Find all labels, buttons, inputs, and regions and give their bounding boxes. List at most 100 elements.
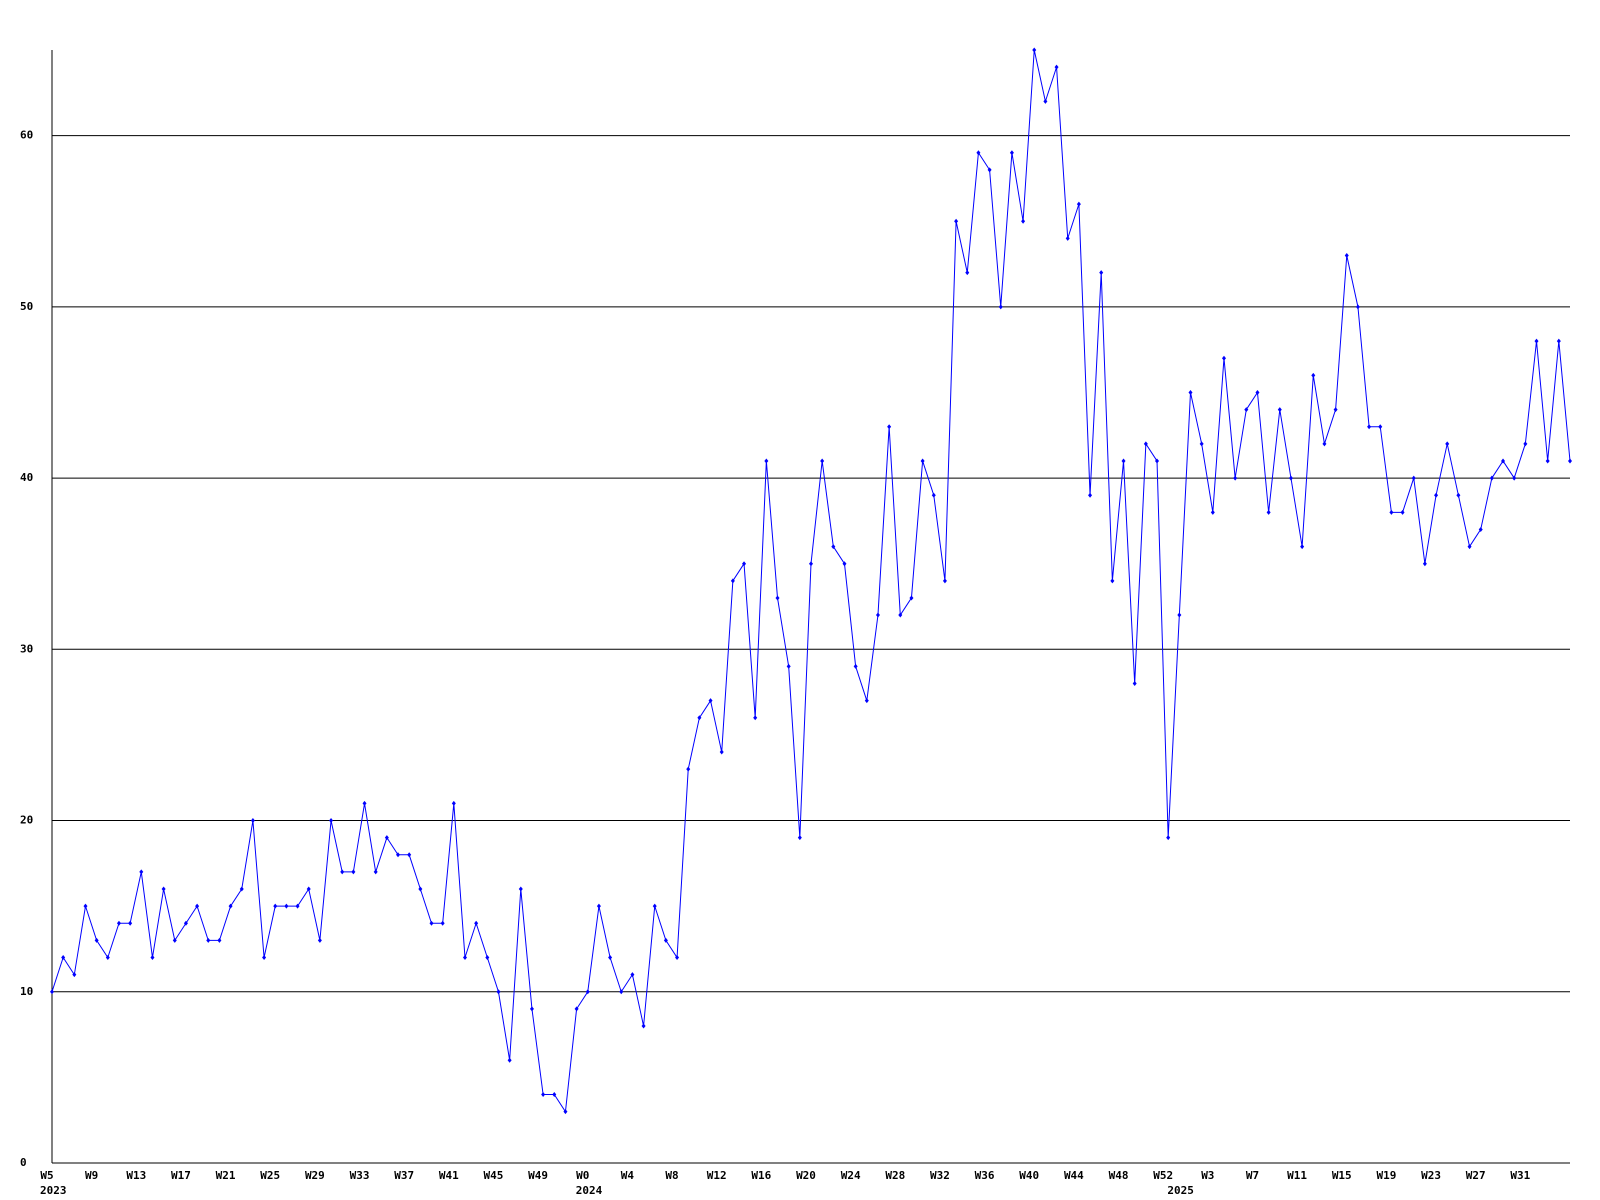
data-point xyxy=(1210,509,1215,515)
data-point xyxy=(1545,458,1550,464)
x-tick-label: W52 xyxy=(1153,1169,1173,1182)
x-tick-label: W23 xyxy=(1421,1169,1441,1182)
data-point xyxy=(1009,150,1014,156)
data-point xyxy=(1456,492,1461,498)
data-point xyxy=(384,835,389,841)
data-point xyxy=(1489,475,1494,481)
data-point xyxy=(1300,544,1305,550)
y-tick-label: 30 xyxy=(20,642,33,655)
data-point xyxy=(1288,475,1293,481)
data-point xyxy=(485,955,490,961)
data-point xyxy=(1177,612,1182,618)
data-point xyxy=(195,903,200,909)
x-tick-label: W32 xyxy=(930,1169,950,1182)
data-point xyxy=(719,749,724,755)
data-point xyxy=(250,818,255,824)
data-point xyxy=(161,886,166,892)
data-point xyxy=(128,920,133,926)
data-point xyxy=(920,458,925,464)
data-point xyxy=(1266,509,1271,515)
data-point xyxy=(552,1092,557,1098)
data-point xyxy=(462,955,467,961)
data-point xyxy=(329,818,334,824)
series-line xyxy=(51,49,1571,1114)
data-point xyxy=(1088,492,1093,498)
x-tick-label: W20 xyxy=(796,1169,816,1182)
data-point xyxy=(451,800,456,806)
data-point xyxy=(1021,218,1026,224)
data-point xyxy=(753,715,758,721)
data-point xyxy=(998,304,1003,310)
data-point xyxy=(574,1006,579,1012)
x-tick-label: W28 xyxy=(885,1169,905,1182)
x-tick-label: W17 xyxy=(171,1169,191,1182)
data-point xyxy=(351,869,356,875)
y-tick-label: 60 xyxy=(20,129,33,142)
data-point xyxy=(1143,441,1148,447)
data-point xyxy=(1155,458,1160,464)
data-point xyxy=(373,869,378,875)
data-point xyxy=(1244,407,1249,413)
x-tick-label: W8 xyxy=(665,1169,678,1182)
x-tick-label: W5 xyxy=(40,1169,53,1182)
data-point xyxy=(362,800,367,806)
data-point xyxy=(842,561,847,567)
data-point xyxy=(1233,475,1238,481)
data-point xyxy=(1166,835,1171,841)
data-point xyxy=(742,561,747,567)
data-point xyxy=(686,766,691,772)
data-point xyxy=(83,903,88,909)
data-point xyxy=(641,1023,646,1029)
x-tick-label: W37 xyxy=(394,1169,414,1182)
x-tick-label: W9 xyxy=(85,1169,98,1182)
data-point xyxy=(1434,492,1439,498)
data-point xyxy=(1378,424,1383,430)
data-point xyxy=(262,955,267,961)
data-point xyxy=(496,989,501,995)
data-point xyxy=(853,663,858,669)
x-tick-label: W4 xyxy=(621,1169,635,1182)
data-point xyxy=(1467,544,1472,550)
data-point xyxy=(608,955,613,961)
data-point xyxy=(987,167,992,173)
data-point xyxy=(909,595,914,601)
data-point xyxy=(1445,441,1450,447)
data-point xyxy=(429,920,434,926)
data-point xyxy=(1199,441,1204,447)
data-point xyxy=(976,150,981,156)
data-point xyxy=(820,458,825,464)
data-point xyxy=(764,458,769,464)
x-tick-label: W21 xyxy=(216,1169,236,1182)
x-tick-label: W25 xyxy=(260,1169,280,1182)
y-tick-label: 0 xyxy=(20,1156,27,1169)
data-point xyxy=(61,955,66,961)
data-point xyxy=(652,903,657,909)
data-point xyxy=(1512,475,1517,481)
data-point xyxy=(831,544,836,550)
data-point xyxy=(1501,458,1506,464)
data-point xyxy=(94,937,99,943)
data-point xyxy=(1110,578,1115,584)
x-tick-label: W16 xyxy=(751,1169,771,1182)
x-tick-label: W12 xyxy=(707,1169,727,1182)
data-point xyxy=(864,698,869,704)
data-point xyxy=(630,972,635,978)
x-tick-label: W40 xyxy=(1019,1169,1039,1182)
data-point xyxy=(407,852,412,858)
data-point xyxy=(474,920,479,926)
data-point xyxy=(1311,372,1316,378)
y-tick-label: 20 xyxy=(20,814,33,827)
data-point xyxy=(1355,304,1360,310)
data-point xyxy=(1389,509,1394,515)
data-point xyxy=(663,937,668,943)
x-tick-label: W33 xyxy=(350,1169,370,1182)
x-tick-label: W29 xyxy=(305,1169,325,1182)
data-point xyxy=(1400,509,1405,515)
data-point xyxy=(239,886,244,892)
data-point xyxy=(809,561,813,567)
data-point xyxy=(875,612,880,618)
data-point xyxy=(172,937,177,943)
x-tick-label: W13 xyxy=(126,1169,146,1182)
data-point xyxy=(284,903,289,909)
x-tick-label: W49 xyxy=(528,1169,548,1182)
